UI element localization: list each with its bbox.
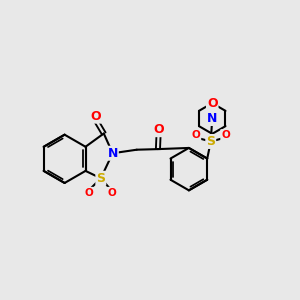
Text: O: O [221,130,230,140]
Text: O: O [91,110,101,123]
Text: S: S [206,135,215,148]
Text: O: O [153,123,164,136]
Text: N: N [107,147,118,160]
Text: S: S [96,172,105,185]
Text: O: O [107,188,116,198]
Text: O: O [207,97,217,110]
Text: N: N [207,112,217,125]
Text: O: O [192,130,200,140]
Text: O: O [85,188,93,198]
